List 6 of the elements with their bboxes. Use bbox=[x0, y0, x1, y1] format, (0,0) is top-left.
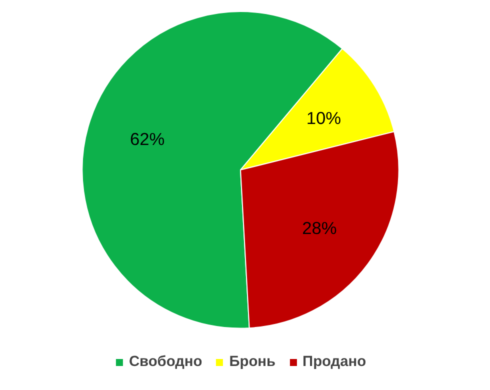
legend-label: Бронь bbox=[229, 354, 276, 370]
data-label: 10% bbox=[306, 108, 342, 128]
legend-label: Свободно bbox=[128, 354, 202, 370]
data-label: 28% bbox=[302, 218, 337, 238]
legend-label: Продано bbox=[302, 354, 366, 370]
data-label: 62% bbox=[130, 128, 165, 149]
